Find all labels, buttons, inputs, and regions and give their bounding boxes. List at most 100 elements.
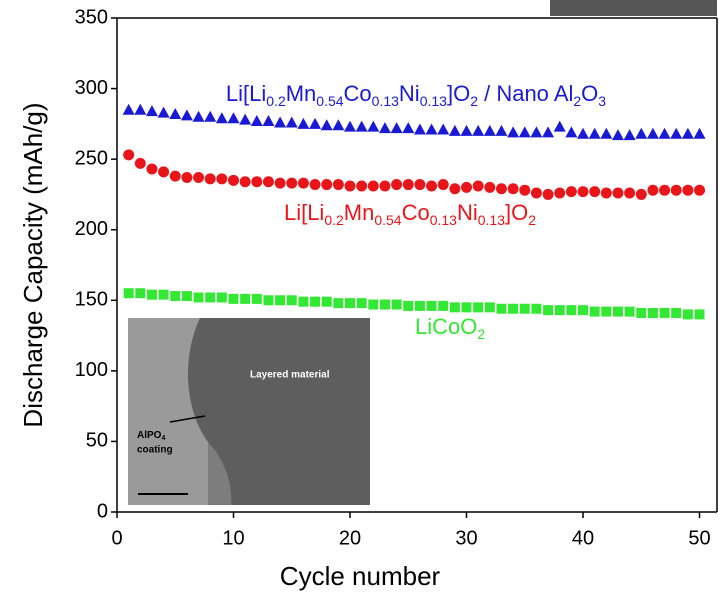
point bbox=[577, 186, 589, 198]
subscript: 0.13 bbox=[430, 212, 457, 228]
point bbox=[192, 110, 205, 122]
text-run: O bbox=[581, 81, 598, 106]
point bbox=[519, 303, 530, 314]
point bbox=[391, 179, 403, 191]
point bbox=[240, 293, 251, 304]
text-run: Co bbox=[344, 81, 372, 106]
point bbox=[460, 124, 473, 136]
point bbox=[146, 289, 157, 300]
point bbox=[122, 103, 135, 115]
y-tick-label: 150 bbox=[75, 289, 108, 311]
subscript: 2 bbox=[470, 93, 478, 109]
x-axis-title: Cycle number bbox=[280, 561, 441, 591]
text-run: LiCoO bbox=[415, 314, 477, 339]
point bbox=[309, 179, 321, 191]
point bbox=[180, 109, 193, 121]
subscript: 0.13 bbox=[420, 93, 447, 109]
point bbox=[414, 179, 426, 191]
point bbox=[216, 292, 227, 303]
point bbox=[449, 183, 461, 195]
x-tick-label: 20 bbox=[339, 527, 361, 549]
point bbox=[530, 187, 542, 199]
point bbox=[309, 117, 322, 129]
text-run: Mn bbox=[344, 200, 375, 225]
subscript: 0.13 bbox=[372, 93, 399, 109]
point bbox=[367, 120, 380, 132]
point bbox=[158, 166, 170, 178]
point bbox=[554, 187, 566, 199]
point bbox=[250, 115, 263, 127]
point bbox=[170, 291, 181, 302]
text-run: AlPO bbox=[137, 430, 162, 441]
point bbox=[239, 176, 251, 188]
x-tick-label: 30 bbox=[455, 527, 477, 549]
point bbox=[204, 173, 216, 185]
point bbox=[670, 127, 683, 139]
point bbox=[600, 187, 612, 199]
point bbox=[169, 107, 182, 119]
point bbox=[449, 302, 460, 313]
inset-coating-label: coating bbox=[137, 445, 173, 456]
text-run: Li[Li bbox=[226, 81, 266, 106]
point bbox=[484, 302, 495, 313]
point bbox=[681, 127, 694, 139]
point bbox=[228, 174, 240, 186]
point bbox=[531, 303, 542, 314]
point bbox=[671, 307, 682, 318]
point bbox=[507, 183, 519, 195]
point bbox=[227, 112, 240, 124]
point bbox=[437, 179, 449, 191]
point bbox=[438, 300, 449, 311]
point bbox=[659, 307, 670, 318]
point bbox=[507, 126, 520, 138]
point bbox=[320, 119, 333, 131]
point bbox=[624, 306, 635, 317]
point bbox=[403, 300, 414, 311]
text-run: Ni bbox=[457, 200, 478, 225]
point bbox=[145, 105, 158, 117]
subscript: 0.54 bbox=[374, 212, 401, 228]
point bbox=[647, 307, 658, 318]
point bbox=[134, 103, 147, 115]
y-axis-title: Discharge Capacity (mAh/g) bbox=[18, 102, 48, 427]
point bbox=[344, 120, 357, 132]
point bbox=[379, 180, 391, 192]
point bbox=[472, 124, 485, 136]
point bbox=[367, 180, 379, 192]
point bbox=[588, 127, 601, 139]
coating-arrow bbox=[169, 415, 206, 423]
point bbox=[228, 293, 239, 304]
point bbox=[611, 129, 624, 141]
point bbox=[123, 288, 134, 299]
point bbox=[694, 309, 705, 320]
point bbox=[693, 127, 706, 139]
point bbox=[472, 180, 484, 192]
point bbox=[553, 120, 566, 132]
annotation: AlPO4 bbox=[137, 430, 165, 442]
point bbox=[519, 184, 531, 196]
point bbox=[543, 305, 554, 316]
point bbox=[508, 303, 519, 314]
point bbox=[624, 187, 636, 199]
point bbox=[518, 126, 531, 138]
point bbox=[262, 115, 275, 127]
point bbox=[496, 303, 507, 314]
point bbox=[181, 171, 193, 183]
point bbox=[413, 123, 426, 135]
annotation: LiCoO2 bbox=[415, 314, 485, 342]
point bbox=[566, 305, 577, 316]
point bbox=[205, 292, 216, 303]
text-run: / Nano Al bbox=[478, 81, 573, 106]
point bbox=[134, 157, 146, 169]
point bbox=[647, 184, 659, 196]
point bbox=[332, 119, 345, 131]
point bbox=[646, 127, 659, 139]
point bbox=[285, 116, 298, 128]
point bbox=[495, 183, 507, 195]
point bbox=[157, 106, 170, 118]
point bbox=[262, 176, 274, 188]
point bbox=[426, 180, 438, 192]
y-tick-label: 200 bbox=[75, 218, 108, 240]
point bbox=[612, 306, 623, 317]
